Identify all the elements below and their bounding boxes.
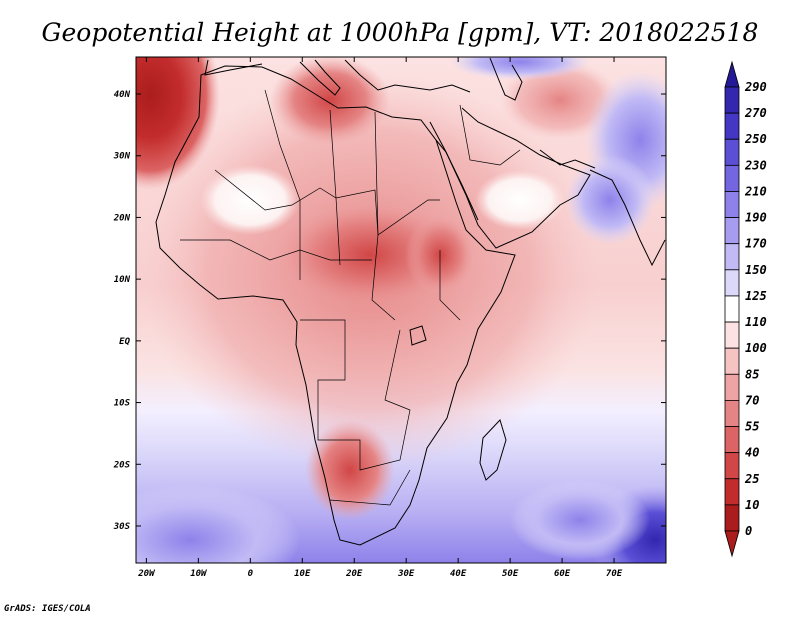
sahara-white-patch — [200, 165, 300, 235]
colorbar-tick-label: 70 — [745, 393, 759, 407]
x-tick-label: 10E — [294, 569, 311, 579]
colorbar-segment — [724, 269, 740, 297]
coastlines — [155, 57, 666, 546]
colorbar-tick-label: 125 — [745, 289, 767, 303]
x-tick-label: 0 — [248, 569, 254, 579]
country-borders — [180, 89, 521, 506]
kalahari-core — [305, 420, 395, 520]
colorbar-tick-label: 110 — [745, 315, 767, 329]
atlantic-high-core — [136, 57, 220, 190]
madagascar — [479, 419, 507, 481]
y-tick-label: EQ — [119, 337, 130, 347]
arabia-coast — [435, 107, 591, 249]
x-tick-label: 20E — [345, 569, 363, 579]
border-segment — [459, 104, 521, 166]
iberia — [204, 59, 263, 76]
colorbar: 2902702502302101901701501251101008570554… — [724, 60, 767, 558]
indian-ocean-blue — [510, 480, 650, 560]
y-tick-label: 10N — [114, 275, 131, 285]
plot-frame — [135, 56, 667, 564]
colorbar-segment — [724, 347, 740, 375]
colorbar-tick-label: 100 — [745, 341, 767, 355]
y-tick-label: 20S — [113, 460, 131, 470]
colorbar-tick-label: 250 — [744, 132, 767, 146]
y-tick-label: 20N — [113, 213, 131, 223]
caspian-blue — [450, 57, 590, 80]
lake-victoria — [409, 325, 427, 346]
map-plot-area: 20W 10W 0 10E 20E 30E 40E 50E 60E 70E 40N 30N 20N 10… — [113, 56, 667, 579]
x-axis: 20W 10W 0 10E 20E 30E 40E 50E 60E 70E — [137, 57, 623, 579]
colorbar-extend-bottom — [724, 530, 740, 558]
colorbar-tick-label: 210 — [744, 184, 767, 198]
border-segment — [300, 319, 411, 471]
y-tick-label: 30S — [113, 522, 131, 532]
red-sea — [429, 121, 479, 221]
x-tick-label: 10W — [190, 569, 208, 579]
border-segment — [371, 111, 396, 321]
border-segment — [264, 89, 301, 280]
colorbar-tick-label: 10 — [745, 498, 759, 512]
mediterranean-high — [270, 57, 390, 145]
colorbar-segment — [724, 86, 740, 114]
y-tick-label: 30N — [113, 152, 131, 162]
colorbar-tick-label: 170 — [745, 237, 767, 251]
x-tick-label: 30E — [397, 569, 415, 579]
colorbar-segment — [724, 400, 740, 427]
balkans-turkey — [344, 59, 471, 93]
arabian-sea-blue — [565, 155, 655, 245]
colorbar-tick-label: 25 — [744, 472, 759, 486]
persian-gulf — [539, 149, 596, 169]
x-tick-label: 50E — [502, 569, 519, 579]
chart-title: Geopotential Height at 1000hPa [gpm], VT… — [42, 18, 759, 47]
y-axis: 40N 30N 20N 10N EQ 10S 20S 30S — [113, 90, 666, 532]
colorbar-segment — [724, 217, 740, 245]
colorbar-tick-label: 270 — [744, 106, 767, 120]
y-tick-label: 40N — [114, 90, 131, 100]
colorbar-tick-label: 190 — [745, 211, 767, 225]
colorbar-segment — [724, 478, 740, 506]
x-tick-label: 20W — [137, 569, 156, 579]
height-field — [136, 57, 666, 563]
colorbar-tick-label: 230 — [744, 158, 767, 172]
colorbar-segment — [724, 138, 740, 166]
border-segment — [439, 250, 461, 321]
colorbar-segment — [724, 452, 740, 480]
colorbar-extend-top — [724, 60, 740, 88]
colorbar-tick-label: 150 — [745, 263, 767, 277]
border-segment — [329, 469, 411, 506]
colorbar-segment — [724, 373, 740, 401]
y-tick-label: 10S — [114, 399, 131, 409]
x-tick-label: 40E — [450, 569, 467, 579]
border-segment — [329, 109, 341, 266]
italy — [299, 59, 341, 96]
colorbar-segment — [724, 112, 740, 140]
colorbar-segment — [724, 164, 740, 192]
border-segment — [180, 239, 372, 261]
x-tick-label: 60E — [554, 569, 571, 579]
colorbar-tick-label: 85 — [745, 367, 759, 381]
south-atlantic-blue — [136, 485, 300, 563]
colorbar-segment — [724, 295, 740, 323]
colorbar-tick-label: 40 — [745, 446, 759, 460]
colorbar-tick-label: 290 — [744, 80, 767, 94]
colorbar-segment — [724, 426, 740, 454]
colorbar-segment — [724, 191, 740, 218]
grads-credit: GrADS: IGES/COLA — [4, 604, 91, 614]
colorbar-tick-label: 0 — [745, 524, 752, 538]
arabia-white-patch — [475, 170, 565, 230]
colorbar-segment — [724, 321, 740, 349]
india-coast — [589, 169, 666, 267]
caspian-sea — [489, 57, 523, 101]
colorbar-segment — [724, 243, 740, 271]
colorbar-tick-label: 55 — [745, 420, 759, 434]
africa-coastline — [155, 65, 516, 546]
colorbar-segment — [724, 504, 740, 532]
x-tick-label: 70E — [606, 569, 623, 579]
